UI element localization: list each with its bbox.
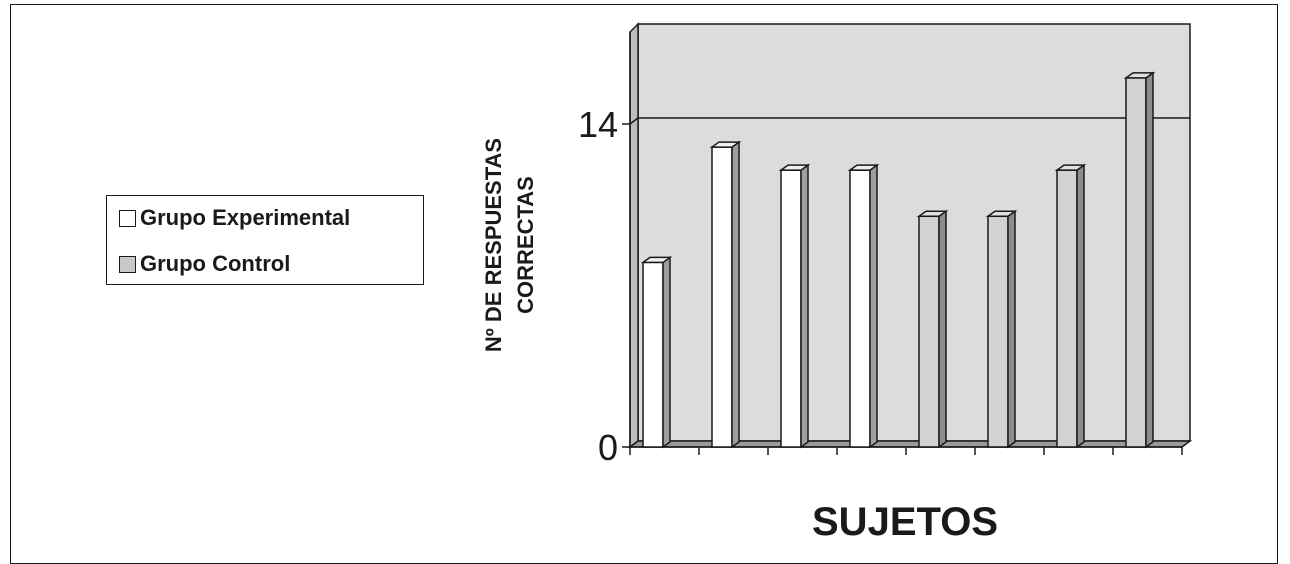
bar-control-5 (916, 209, 949, 449)
legend-swatch-experimental (119, 209, 136, 227)
bar-experimental-2 (709, 140, 742, 449)
gridline-14-side (629, 117, 639, 125)
x-axis-label: SUJETOS (812, 500, 998, 544)
legend-label-control: Grupo Control (140, 251, 291, 276)
legend-item-control: Grupo Control (119, 251, 290, 277)
legend-swatch-control (119, 255, 136, 273)
bar-control-7 (1054, 163, 1087, 449)
legend-label-experimental: Grupo Experimental (140, 205, 351, 230)
bar-experimental-4 (847, 163, 880, 449)
legend: Grupo Experimental Grupo Control (106, 195, 424, 285)
bar-experimental-3 (778, 163, 811, 449)
y-tick-label-0: 0 (598, 427, 618, 468)
y-tick-label-14: 14 (578, 104, 618, 145)
legend-item-experimental: Grupo Experimental (119, 205, 350, 231)
bar-control-6 (985, 209, 1018, 449)
bar-control-8 (1123, 71, 1156, 449)
bar-experimental-1 (640, 255, 673, 449)
plot-side-wall (629, 22, 639, 449)
